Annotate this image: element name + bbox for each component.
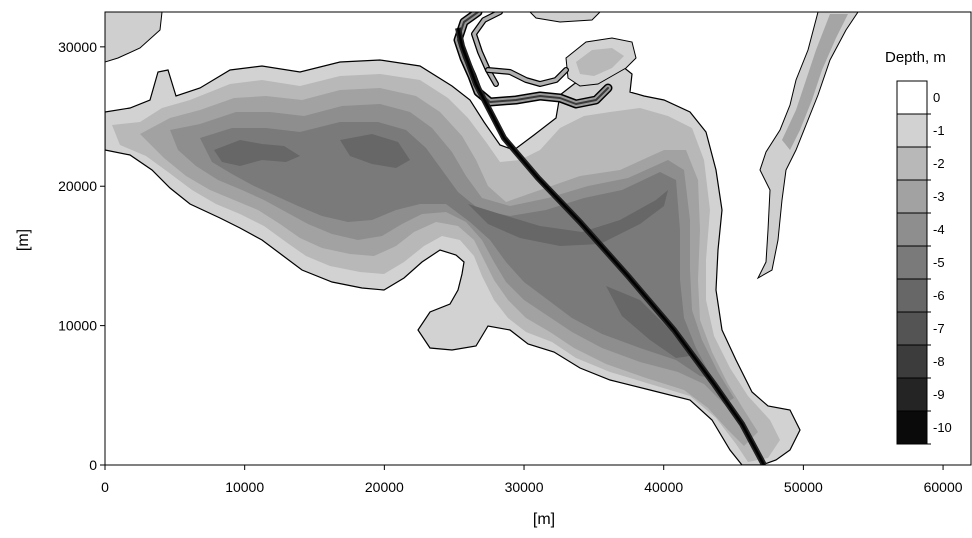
plot-frame [104, 11, 972, 466]
colorbar-swatch [896, 410, 928, 445]
depth-5-zone [200, 122, 712, 378]
colorbar-label: -2 [933, 156, 945, 171]
navigation-channel-core [456, 27, 766, 465]
x-tick-label: 20000 [365, 479, 404, 495]
eastern-shore-strip [756, 12, 859, 280]
colorbar-label: -4 [933, 222, 945, 237]
x-tick-label: 50000 [784, 479, 823, 495]
colorbar-label: -5 [933, 255, 945, 270]
colorbar-swatch [896, 146, 928, 181]
depth-6-patch-channel [468, 190, 668, 246]
x-tick-label: 60000 [924, 479, 963, 495]
y-tick-label: 30000 [58, 39, 97, 55]
colorbar-swatch [896, 278, 928, 313]
y-axis: 0 10000 20000 30000 [58, 39, 105, 473]
colorbar-swatch [896, 344, 928, 379]
bathymetry-field [105, 12, 859, 465]
colorbar-swatch [896, 311, 928, 346]
colorbar-label: 0 [933, 90, 940, 105]
nw-corner-shallows [105, 12, 163, 63]
colorbar-label: -1 [933, 123, 945, 138]
eastern-shore-inner [782, 14, 848, 150]
colorbar-swatch [896, 80, 928, 115]
y-tick-label: 0 [89, 457, 97, 473]
depth-6-patch-center [340, 134, 410, 168]
y-tick-label: 20000 [58, 178, 97, 194]
colorbar-swatch [896, 377, 928, 412]
colorbar-swatch [896, 212, 928, 247]
depth-6-patch-south [606, 286, 690, 358]
top-center-shallows [529, 12, 601, 23]
y-tick-label: 10000 [58, 318, 97, 334]
colorbar-label: -9 [933, 387, 945, 402]
depth-6-patch-west [214, 140, 300, 166]
colorbar-label: -6 [933, 288, 945, 303]
colorbar-label: -10 [933, 420, 952, 435]
x-tick-label: 0 [101, 479, 109, 495]
colorbar-swatch [896, 113, 928, 148]
x-axis: 0 10000 20000 30000 40000 50000 60000 [101, 465, 963, 495]
colorbar-label: -7 [933, 321, 945, 336]
colorbar-label: -3 [933, 189, 945, 204]
x-tick-label: 10000 [225, 479, 264, 495]
x-tick-label: 30000 [505, 479, 544, 495]
y-axis-label: [m] [15, 229, 32, 251]
colorbar-swatch [896, 179, 928, 214]
northeast-bay-inner [576, 48, 624, 76]
colorbar-swatch [896, 245, 928, 280]
x-axis-label: [m] [533, 511, 555, 528]
x-tick-label: 40000 [644, 479, 683, 495]
colorbar: 0 -1 -2 -3 -4 -5 -6 -7 -8 -9 -10 [896, 80, 952, 445]
colorbar-title: Depth, m [885, 49, 946, 66]
colorbar-label: -8 [933, 354, 945, 369]
